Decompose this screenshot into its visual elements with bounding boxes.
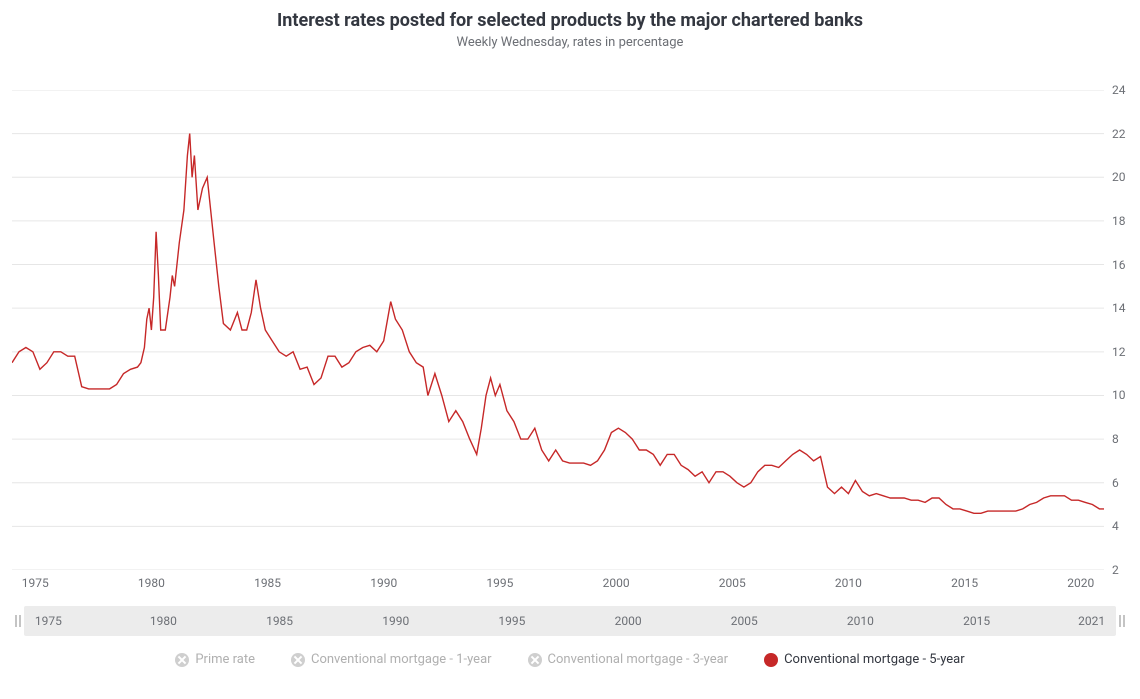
navigator-tick: 1980 [150, 614, 177, 628]
legend-label: Conventional mortgage - 3-year [548, 652, 729, 667]
legend-item[interactable]: Conventional mortgage - 1-year [291, 652, 492, 667]
navigator-end-label: 2021 [1078, 614, 1105, 628]
y-axis-tick: 12 [1112, 345, 1126, 359]
y-axis-tick: 14 [1112, 301, 1126, 315]
x-axis-tick: 1990 [370, 576, 397, 590]
navigator-tick: 2015 [963, 614, 990, 628]
x-axis-tick: 2000 [603, 576, 630, 590]
y-axis-tick: 20 [1112, 170, 1126, 184]
y-axis-tick: 18 [1112, 214, 1126, 228]
y-axis-tick: 24 [1112, 83, 1126, 97]
legend-disabled-icon [175, 653, 189, 667]
navigator-tick: 2005 [731, 614, 758, 628]
y-axis-tick: 4 [1112, 519, 1119, 533]
navigator-tick: 1985 [266, 614, 293, 628]
navigator-tick: 2010 [847, 614, 874, 628]
y-axis-tick: 8 [1112, 432, 1119, 446]
x-axis-tick: 1980 [138, 576, 165, 590]
legend-label: Conventional mortgage - 1-year [311, 652, 492, 667]
y-axis-tick: 16 [1112, 258, 1126, 272]
chart-title: Interest rates posted for selected produ… [0, 10, 1140, 31]
x-axis-tick: 2005 [719, 576, 746, 590]
navigator-tick: 1995 [498, 614, 525, 628]
x-axis-tick: 2010 [835, 576, 862, 590]
y-axis-tick: 2 [1112, 563, 1119, 577]
legend-label: Prime rate [195, 652, 255, 667]
y-axis-tick: 6 [1112, 476, 1119, 490]
chart-legend: Prime rate Conventional mortgage - 1-year… [0, 652, 1140, 667]
x-axis-tick: 2020 [1067, 576, 1094, 590]
navigator-tick: 2000 [615, 614, 642, 628]
legend-label: Conventional mortgage - 5-year [784, 652, 965, 667]
x-axis-tick: 1995 [486, 576, 513, 590]
line-chart-svg [12, 90, 1104, 570]
x-axis-tick: 1975 [22, 576, 49, 590]
legend-item[interactable]: Conventional mortgage - 5-year [764, 652, 965, 667]
navigator-handle-left[interactable] [12, 606, 24, 636]
legend-marker-icon [764, 653, 778, 667]
chart-subtitle: Weekly Wednesday, rates in percentage [0, 35, 1140, 50]
y-axis-tick: 10 [1112, 388, 1126, 402]
range-navigator[interactable]: 1975 1980 1985 1990 1995 2000 2005 2010 2015 20… [12, 606, 1128, 636]
navigator-start-label: 1975 [35, 614, 62, 628]
legend-item[interactable]: Conventional mortgage - 3-year [528, 652, 729, 667]
legend-item[interactable]: Prime rate [175, 652, 255, 667]
x-axis-tick: 2015 [951, 576, 978, 590]
x-axis-tick: 1985 [254, 576, 281, 590]
navigator-track[interactable]: 1975 1980 1985 1990 1995 2000 2005 2010 2015 20… [24, 606, 1116, 636]
y-axis-tick: 22 [1112, 127, 1126, 141]
navigator-tick: 1990 [382, 614, 409, 628]
chart-plot-area[interactable]: 24681012141618202224 1975198019851990199… [12, 90, 1104, 570]
navigator-handle-right[interactable] [1116, 606, 1128, 636]
legend-disabled-icon [528, 653, 542, 667]
legend-disabled-icon [291, 653, 305, 667]
